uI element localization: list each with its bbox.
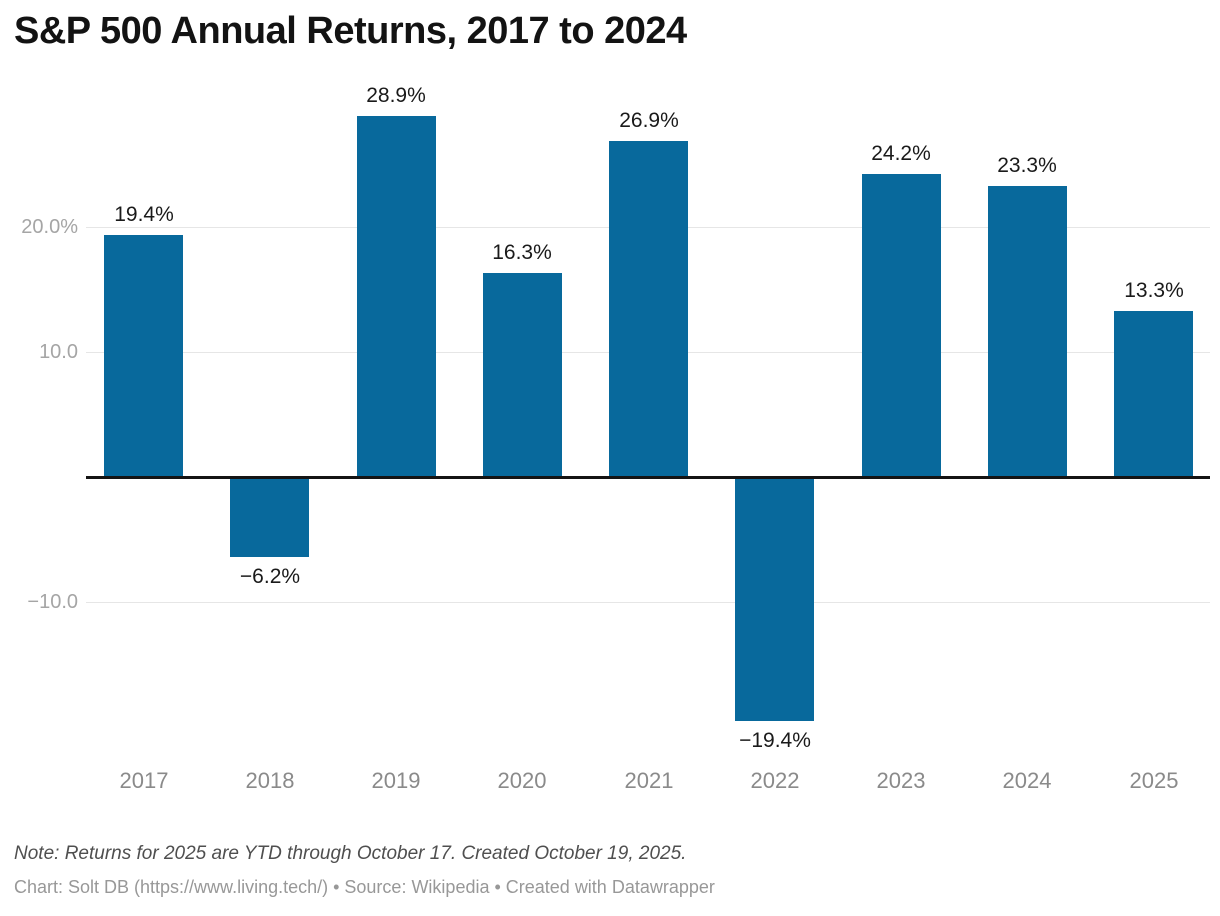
x-axis-label: 2019 — [371, 768, 421, 793]
x-axis-label: 2017 — [119, 768, 169, 793]
x-axis-label: 2021 — [624, 768, 674, 793]
chart-byline: Chart: Solt DB (https://www.living.tech/… — [14, 877, 715, 897]
y-axis-tick-label: −10.0 — [27, 591, 78, 613]
bar-2019[interactable] — [357, 116, 436, 477]
chart-note: Note: Returns for 2025 are YTD through O… — [14, 843, 687, 864]
x-axis-label: 2024 — [1002, 768, 1052, 793]
bar-2023[interactable] — [862, 174, 941, 477]
value-label: −6.2% — [239, 565, 301, 588]
x-axis-label: 2023 — [876, 768, 926, 793]
value-label: 24.2% — [871, 142, 931, 165]
value-label: 28.9% — [366, 84, 426, 107]
bar-2021[interactable] — [609, 141, 688, 477]
x-axis-label: 2022 — [750, 768, 800, 793]
x-axis-label: 2018 — [245, 768, 295, 793]
value-label: 26.9% — [619, 109, 679, 132]
bar-2025[interactable] — [1114, 311, 1193, 477]
x-axis-label: 2020 — [497, 768, 547, 793]
bar-2022[interactable] — [735, 479, 814, 721]
value-label: 23.3% — [997, 154, 1057, 177]
value-label: 16.3% — [492, 241, 552, 264]
bar-2017[interactable] — [104, 235, 183, 477]
bar-2020[interactable] — [483, 273, 562, 477]
value-label: −19.4% — [739, 729, 811, 752]
y-axis-tick-label: 10.0 — [39, 341, 78, 363]
y-axis-tick-label: 20.0% — [21, 216, 78, 238]
x-axis-label: 2025 — [1129, 768, 1179, 793]
chart-title: S&P 500 Annual Returns, 2017 to 2024 — [14, 10, 687, 52]
value-label: 13.3% — [1124, 279, 1184, 302]
value-label: 19.4% — [114, 203, 174, 226]
bar-2018[interactable] — [230, 479, 309, 557]
y-gridline — [86, 602, 1210, 603]
bar-2024[interactable] — [988, 186, 1067, 477]
zero-baseline — [86, 476, 1210, 479]
